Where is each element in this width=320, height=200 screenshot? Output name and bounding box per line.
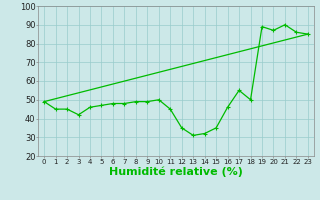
X-axis label: Humidité relative (%): Humidité relative (%) (109, 166, 243, 177)
